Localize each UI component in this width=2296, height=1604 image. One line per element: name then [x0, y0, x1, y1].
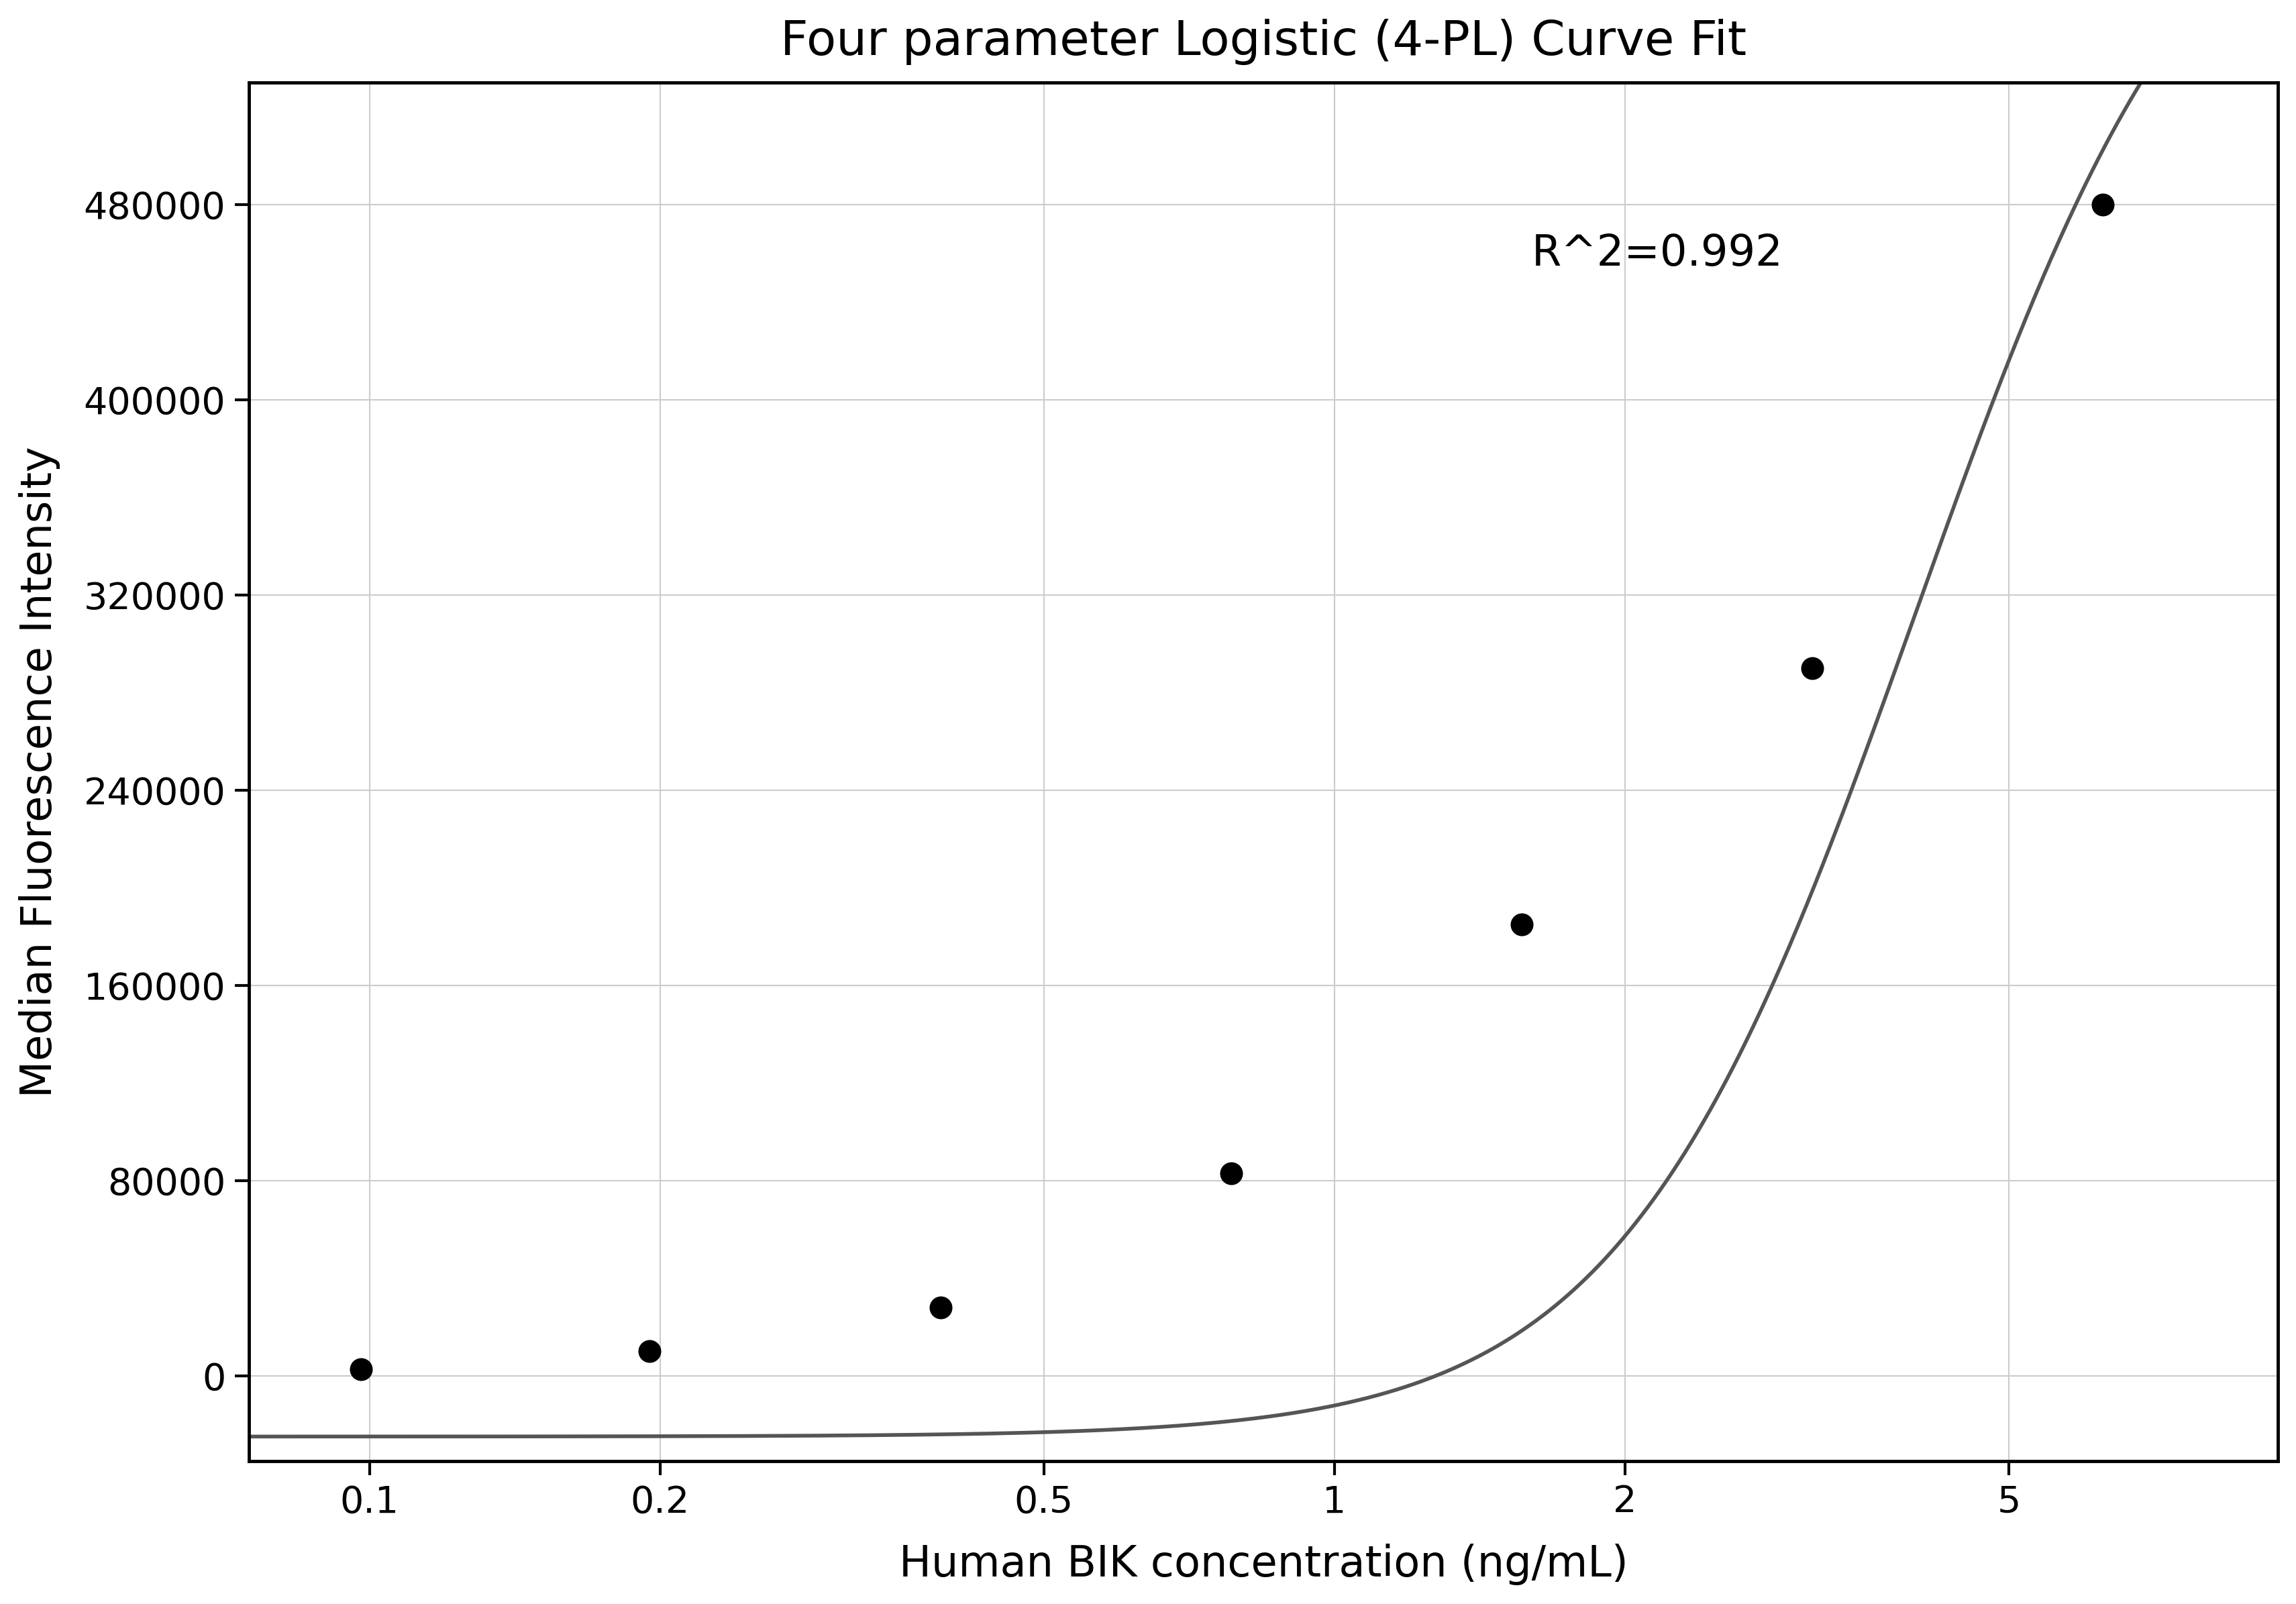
Point [2082, 192, 2119, 218]
Point [342, 1357, 379, 1383]
Point [631, 1338, 668, 1363]
Text: R^2=0.992: R^2=0.992 [1531, 233, 1782, 274]
Point [1793, 656, 1830, 682]
Point [1212, 1160, 1249, 1185]
Y-axis label: Median Fluorescence Intensity: Median Fluorescence Intensity [18, 446, 60, 1097]
Point [1504, 911, 1541, 937]
X-axis label: Human BIK concentration (ng/mL): Human BIK concentration (ng/mL) [898, 1543, 1628, 1585]
Title: Four parameter Logistic (4-PL) Curve Fit: Four parameter Logistic (4-PL) Curve Fit [781, 19, 1745, 64]
Point [923, 1294, 960, 1320]
